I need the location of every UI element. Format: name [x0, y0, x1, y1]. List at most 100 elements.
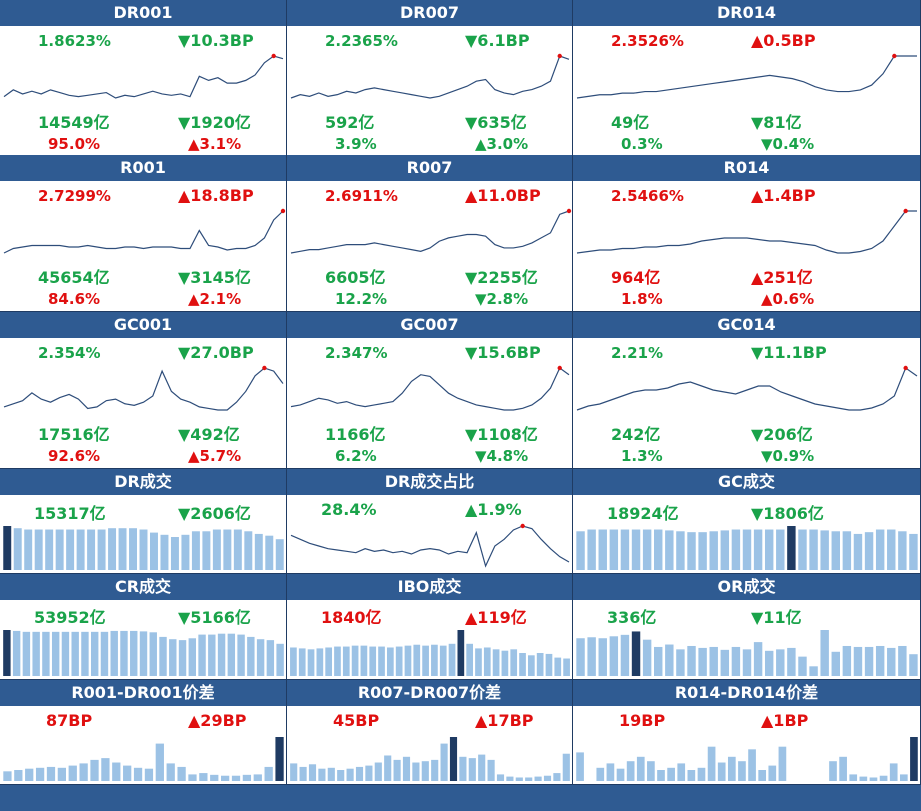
bar	[709, 531, 718, 570]
rate-value: 2.354%	[38, 344, 101, 362]
bar	[253, 774, 262, 781]
bar	[413, 644, 421, 676]
volume-value: 14549亿	[38, 113, 110, 132]
share-change: ▼0.4%	[761, 135, 815, 153]
panel-title[interactable]: DR成交占比	[287, 469, 572, 495]
bar	[449, 737, 458, 781]
bar	[25, 768, 34, 781]
bar	[108, 528, 117, 570]
bar	[298, 648, 306, 676]
panel-title[interactable]: DR001	[0, 0, 286, 26]
bar	[654, 646, 663, 676]
bar	[831, 531, 840, 570]
latest-point-marker	[520, 523, 525, 529]
bar	[79, 763, 88, 781]
share-change: ▲3.0%	[475, 135, 529, 153]
primary-value: 28.4%	[321, 500, 377, 519]
bar	[378, 646, 385, 676]
bar	[299, 766, 307, 781]
share-change: ▲0.6%	[761, 290, 815, 308]
panel-title[interactable]: DR007	[287, 0, 572, 26]
bar	[720, 530, 730, 570]
bar	[642, 529, 652, 570]
panel-title[interactable]: CR成交	[0, 574, 286, 600]
panel-title[interactable]: R001-DR001价差	[0, 680, 286, 706]
bar	[66, 529, 75, 570]
panel-title[interactable]: R007	[287, 155, 572, 181]
bar	[404, 645, 412, 676]
spread-value: 45BP	[333, 711, 380, 730]
share-change: ▼4.8%	[475, 447, 529, 465]
panel-title[interactable]: GC成交	[573, 469, 920, 495]
primary-value: 53952亿	[34, 608, 106, 627]
bar	[247, 636, 255, 676]
rate-panel-r007: R007 2.6911% ▲11.0BP 6605亿 ▼2255亿 12.2% ▼2.8%	[287, 155, 573, 312]
volume-bars	[576, 630, 918, 676]
panel-title[interactable]: R014	[573, 155, 920, 181]
bar	[365, 765, 373, 781]
bar	[45, 529, 54, 570]
bar	[275, 737, 284, 781]
latest-point-marker	[557, 365, 562, 371]
volume-value: 6605亿	[325, 268, 386, 287]
panel-title[interactable]: R007-DR007价差	[287, 680, 572, 706]
volume-panel-row5-0: CR成交 53952亿 ▼5166亿	[0, 574, 287, 680]
spread-change: ▲1BP	[761, 711, 809, 730]
rate-change: ▲18.8BP	[178, 186, 254, 205]
rate-panel-gc001: GC001 2.354% ▼27.0BP 17516亿 ▼492亿 92.6% ▲5.7%	[0, 312, 287, 469]
bar	[133, 767, 143, 781]
panel-title[interactable]: GC014	[573, 312, 920, 338]
volume-panel-row5-1: IBO成交 1840亿 ▲119亿	[287, 574, 573, 680]
bar	[223, 529, 232, 570]
rate-change: ▲0.5BP	[751, 31, 816, 50]
bar	[738, 761, 746, 781]
bar	[598, 638, 607, 676]
bar	[809, 666, 818, 676]
bar	[869, 777, 878, 781]
spread-bars	[290, 737, 570, 781]
bar	[864, 532, 874, 570]
panel-title[interactable]: DR成交	[0, 469, 286, 495]
panel-title[interactable]: R014-DR014价差	[573, 680, 920, 706]
bar	[275, 539, 284, 570]
bar	[616, 768, 625, 781]
panel-title[interactable]: IBO成交	[287, 574, 572, 600]
bar	[576, 638, 585, 676]
share-value: 95.0%	[48, 135, 101, 153]
bar	[553, 773, 561, 781]
spread-panel-2: R014-DR014价差 19BP ▲1BP	[573, 680, 921, 785]
primary-value: 336亿	[607, 608, 657, 627]
bar	[231, 775, 241, 781]
bar	[139, 529, 148, 570]
bar	[402, 756, 411, 781]
bar	[487, 759, 495, 781]
volume-value: 242亿	[611, 425, 661, 444]
panel-title[interactable]: GC001	[0, 312, 286, 338]
bar	[731, 529, 741, 570]
share-change: ▲3.1%	[188, 135, 242, 153]
bar	[776, 649, 785, 676]
volume-change: ▲251亿	[751, 268, 813, 287]
bar	[898, 531, 907, 570]
panel-title[interactable]: R001	[0, 155, 286, 181]
series-line	[576, 367, 918, 411]
bar	[198, 634, 206, 676]
bar	[853, 646, 863, 676]
bar	[687, 532, 696, 570]
panel-title[interactable]: OR成交	[573, 574, 920, 600]
panel-title[interactable]: GC007	[287, 312, 572, 338]
bar	[620, 529, 630, 570]
bar	[753, 642, 763, 676]
volume-change: ▼492亿	[178, 425, 240, 444]
bar	[839, 756, 847, 781]
bar	[346, 768, 354, 781]
bar	[3, 630, 11, 676]
bar	[130, 630, 138, 676]
bar	[155, 743, 164, 781]
bar	[34, 529, 43, 570]
spread-panel-1: R007-DR007价差 45BP ▲17BP	[287, 680, 573, 785]
bar	[159, 636, 167, 676]
bar	[342, 646, 350, 676]
panel-title[interactable]: DR014	[573, 0, 920, 26]
bar	[386, 647, 394, 676]
